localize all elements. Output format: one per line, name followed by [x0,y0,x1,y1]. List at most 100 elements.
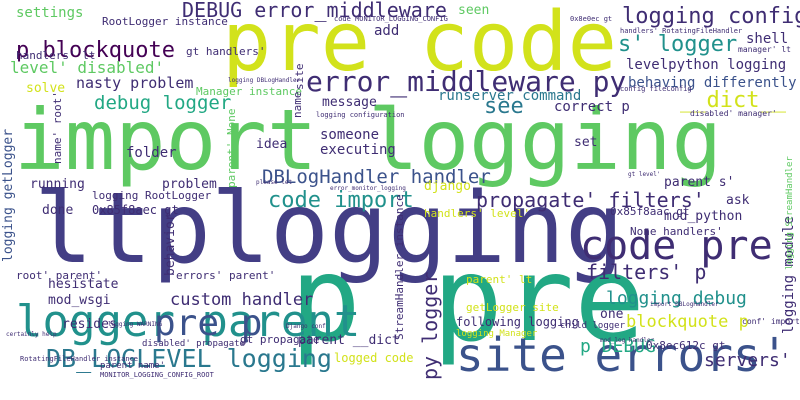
word-gt-handlers: gt handlers' [186,45,266,58]
word-settings: settings [16,5,84,21]
word-p-pre: p pre [290,230,646,368]
word-s-logger: s' logger [618,32,738,57]
word-child-logger: child logger [560,321,626,331]
word-solve: solve [26,81,66,96]
word-root-parent: root' parent' [16,269,103,282]
word-running: running [30,177,85,192]
word-error-monitor-logging: error_monitor_logging [330,185,406,192]
word-please-let: please let [256,179,293,186]
word-logging-streamhandler: logging StreamHandler [785,156,795,270]
word-none-handlers: None handlers' [630,225,723,238]
word-filters-p: filters' p [586,260,707,284]
word-p-blockquote: p blockquote [16,38,175,63]
word-problem: problem [162,177,217,192]
word-code-pre: code pre [580,223,773,269]
word-parent-s: parent s' [664,175,735,190]
word-debug-logger: debug logger [94,92,232,114]
word-rotating-instance: RotatingFileHandler instance [20,355,139,363]
word-mod-log-handler: mod_log handler [600,337,655,344]
word-executing: executing [320,142,396,158]
word-ltplogging: ltplogging [34,172,625,286]
word-runserver-command: runserver command [438,88,582,104]
word-rootlogger-instance: RootLogger instance [102,15,228,28]
word-mod-python: mod_python [664,209,743,224]
word-logging-config: logging config [622,4,800,29]
word-getlogger-site: getLogger site [466,301,559,314]
word-level-disabled: level' disabled' [10,58,165,77]
word-propagate-filters: propagate' filters' [476,188,705,212]
word-disabled-manager: disabled' manager' [690,109,777,118]
word-logging-debug: logging debug [606,288,747,309]
word-mod-wsgi: mod_wsgi [48,293,111,308]
word-seen: seen [458,3,490,18]
word-0x8e0ec: 0x8e0ec gt [570,15,613,23]
word-idea: idea [256,137,288,152]
word-site: site [293,63,306,91]
word-db-loglevel-logging: DB_LOGLEVEL logging [46,344,332,373]
word-django: django [424,179,471,194]
word-logged-code: logged code [334,351,414,365]
word-set: set [574,135,598,150]
word-done: done [42,203,74,218]
word-following-logging: following logging [456,315,579,329]
word-nasty-problem: nasty problem [76,74,194,92]
word-one: one [600,307,624,322]
word-hesistate: hesistate [48,277,119,292]
word-handlers-level: handlers' level' [424,207,530,220]
word-name-root: name' root' [51,91,64,164]
word-error-middleware-py: error_middleware py [306,65,627,98]
word-behavior: behavior [163,213,178,276]
word-levelpython-logging: levelpython logging [626,57,787,73]
word-parent-none: parent' None [225,108,238,188]
word-import-dbloghandler: import DBLogHandler [650,301,719,308]
word-correct-p: correct p [554,99,630,115]
word-logging-warning: logging WARNING [108,321,163,328]
word-folder: folder [126,145,177,161]
word-pre-p: pre p [154,303,263,344]
word-manager-instance: Manager instance [196,85,302,98]
word-shell: shell [746,31,789,47]
word-resides: resides [62,317,117,332]
word-code-monitor-logging-config: code MONITOR_LOGGING_CONFIG [334,15,448,23]
word-ask: ask [726,193,750,208]
word-logging-manager: logging Manager [456,329,538,339]
word-code-import: code import [268,188,414,213]
word-logging-configuration: logging configuration [316,111,405,119]
word-dblog-handler: DBLogHandler handler [262,166,491,188]
word-someone: someone [320,127,380,143]
word-import-logging: import logging [14,91,723,189]
word-custom-handler: custom handler [170,290,314,310]
word-parent-dict: parent __dict [298,333,400,348]
word-0x85f8aec: 0x85f8aec gt [92,203,179,217]
word-debug-error-middleware: DEBUG error_middleware [182,0,447,22]
word-message: message [322,95,377,110]
word-servers: servers' [704,350,791,371]
word-errors-parent: errors' parent' [176,269,276,282]
word-logging-dbloghandler: logging DBLogHandler [228,77,301,84]
word-name: name [291,91,304,119]
word-p-debug: p DEBUG [580,336,656,357]
word-add: add [374,23,400,39]
word-0x85f8aac: 0x85f8aac gt [610,205,690,218]
word-py-logger: py logger [418,271,442,380]
word-behaving-differently: behaving differently [628,75,797,91]
word-monitor-root: MONITOR_LOGGING_CONFIG_ROOT [100,371,214,379]
word-handlers-rotating: handlers' RotatingFileHandler [620,27,743,35]
word-manager-lt: manager' lt [738,45,791,54]
word-conf-import: conf' import [742,317,800,326]
word-gt-propagate: gt propagate [240,333,320,346]
word-parent-lt: parent' lt [466,273,533,286]
word-django-conf: Django conf [286,323,326,330]
word-handlers-lt: handlers' lt [16,49,96,62]
word-config-fileconfig: config fileConfig [620,85,692,93]
word-gt-level: gt level' [628,171,661,178]
word-0x8ec612c: 0x8ec612c gt [646,339,726,352]
word-site-errors: site errors' [456,328,789,382]
word-parent-name: parent name' [100,361,166,371]
word-logger-parent: logger parent [16,296,361,347]
word-certainly-help: certainly help [6,331,57,338]
word-see: see [484,94,524,119]
word-streamhandler-instance: StreamHandler instance [393,194,406,340]
word-blockquote-p: blockquote p [626,312,749,332]
